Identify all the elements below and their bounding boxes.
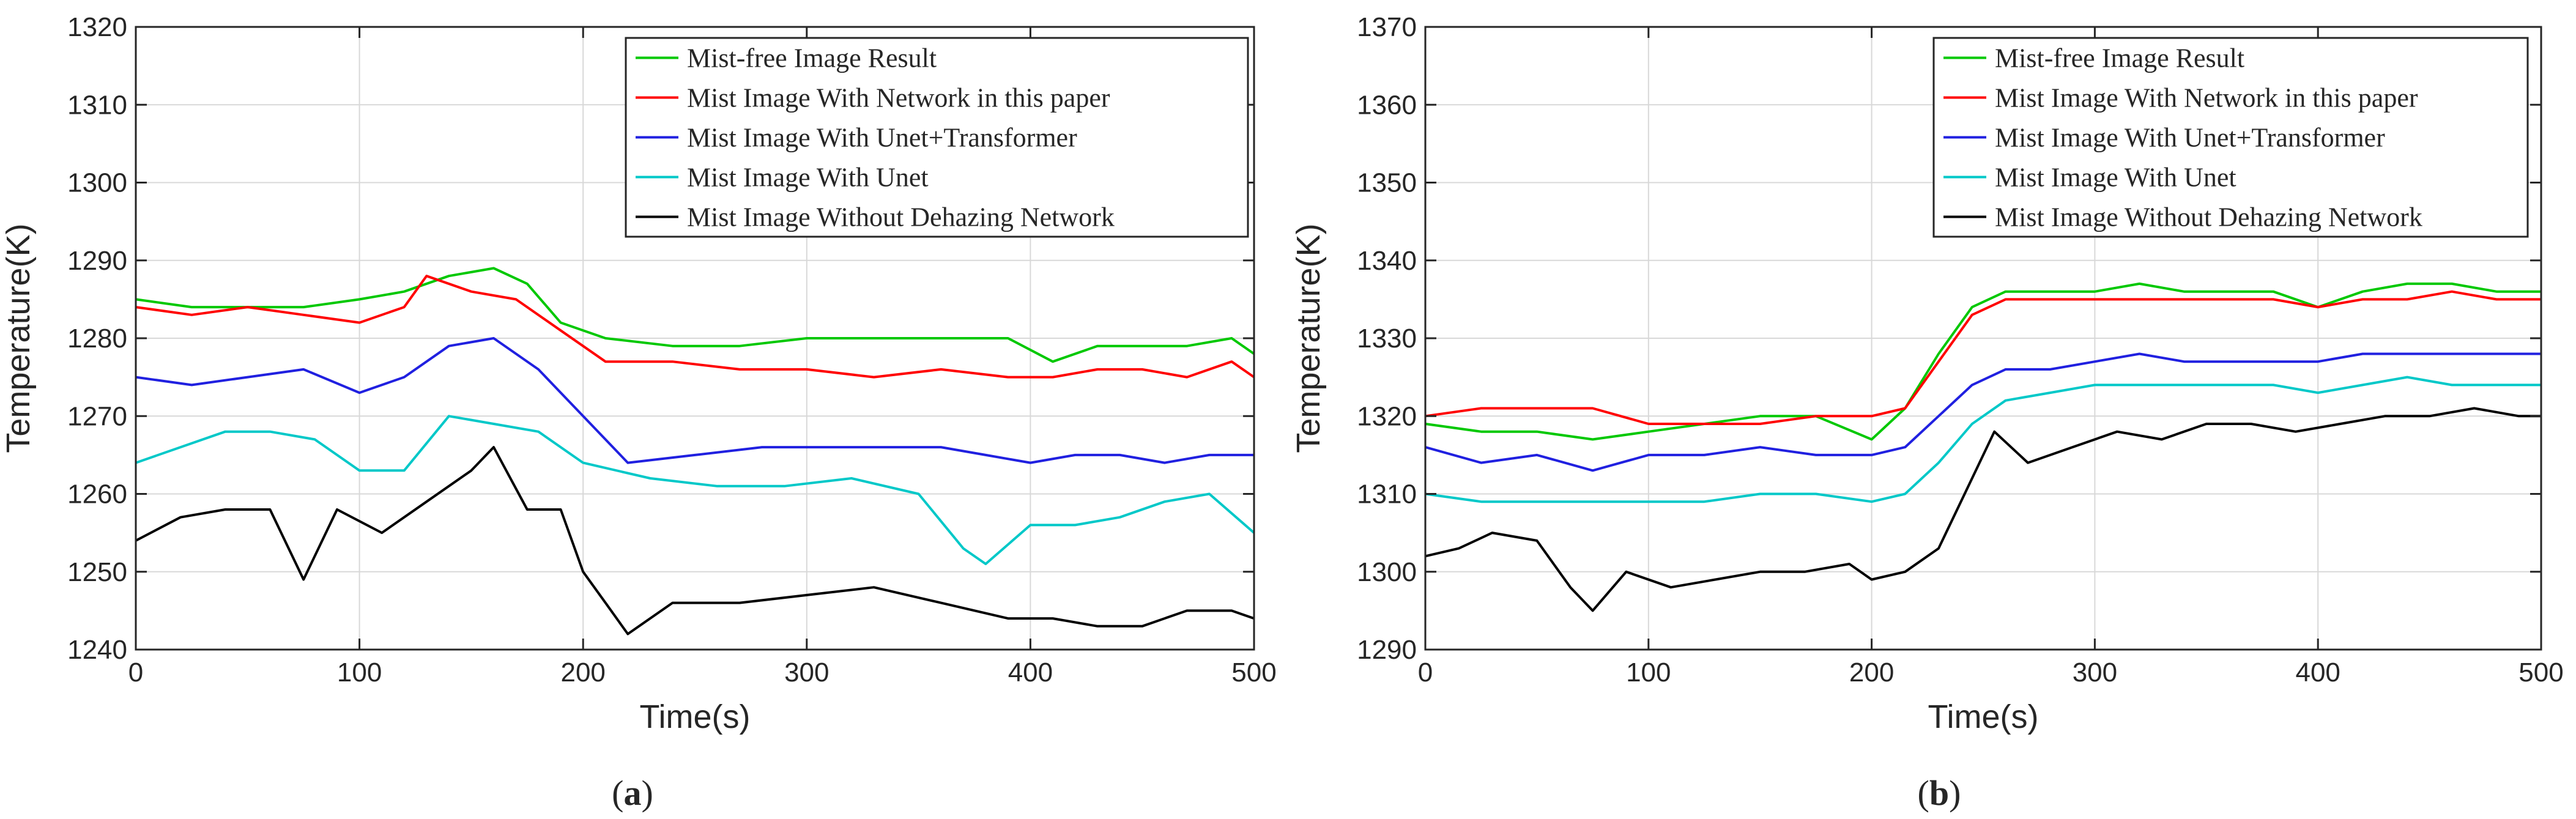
legend-label: Mist Image Without Dehazing Network	[687, 202, 1115, 232]
x-tick-label: 0	[128, 658, 143, 687]
series-line	[135, 275, 1255, 379]
x-tick-label: 100	[1626, 658, 1671, 687]
series-line	[135, 415, 1255, 565]
y-tick-label: 1340	[1357, 246, 1417, 276]
panel-b: 0 100 200 300 400 500 1290 1300 1310 1320 1330 1340…	[1290, 12, 2564, 813]
y-tick-label: 1250	[67, 557, 127, 587]
series-line	[135, 446, 1255, 636]
series-line	[1425, 290, 2541, 425]
x-tick-label: 0	[1418, 658, 1433, 687]
panel-label: (b)	[1918, 773, 1961, 813]
x-axis-label: Time(s)	[640, 699, 751, 735]
legend-box	[625, 37, 1249, 238]
legend-label: Mist-free Image Result	[1995, 43, 2244, 73]
x-tick-label: 300	[2073, 658, 2117, 687]
y-tick-label: 1240	[67, 635, 127, 665]
y-axis-label: Temperature(K)	[1290, 223, 1327, 453]
y-tick-label: 1360	[1357, 90, 1417, 120]
legend-label: Mist Image With Network in this paper	[1995, 83, 2418, 113]
x-tick-label: 200	[1849, 658, 1894, 687]
y-tick-label: 1300	[67, 168, 127, 198]
series-line	[135, 267, 1255, 363]
panel-label: (a)	[612, 773, 653, 813]
series-line	[1425, 376, 2541, 503]
series-line	[135, 337, 1254, 464]
y-tick-label: 1290	[1357, 635, 1417, 665]
x-tick-label: 500	[1231, 658, 1276, 687]
legend-label: Mist Image With Unet	[687, 163, 929, 193]
y-tick-label: 1260	[67, 480, 127, 510]
legend-label: Mist Image Without Dehazing Network	[1995, 202, 2422, 232]
y-tick-label: 1320	[1357, 401, 1417, 431]
legend-label: Mist Image With Unet+Transformer	[1995, 123, 2385, 153]
x-tick-label: 200	[560, 658, 605, 687]
x-tick-label: 100	[337, 658, 382, 687]
legend-label: Mist-free Image Result	[687, 43, 937, 73]
y-tick-label: 1270	[67, 401, 127, 431]
y-tick-label: 1320	[67, 12, 127, 42]
legend-label: Mist Image With Network in this paper	[687, 83, 1110, 113]
y-tick-label: 1290	[67, 246, 127, 276]
series-line	[1425, 352, 2541, 472]
y-tick-label: 1310	[1357, 480, 1417, 510]
y-tick-label: 1330	[1357, 324, 1417, 354]
y-tick-label: 1280	[67, 324, 127, 354]
x-tick-label: 400	[1008, 658, 1053, 687]
series-line	[1425, 407, 2541, 612]
legend-label: Mist Image With Unet+Transformer	[687, 123, 1077, 153]
series-line	[1425, 282, 2541, 441]
x-tick-label: 500	[2518, 658, 2563, 687]
legend-label: Mist Image With Unet	[1995, 163, 2236, 193]
y-tick-label: 1370	[1357, 12, 1417, 42]
x-tick-label: 400	[2295, 658, 2340, 687]
y-tick-label: 1310	[67, 90, 127, 120]
panel-a: 0 100 200 300 400 500 1240 1250 1260 1270 1280 1290…	[0, 12, 1277, 813]
y-axis-label: Temperature(K)	[0, 223, 37, 453]
legend-box	[1932, 37, 2529, 238]
x-axis-label: Time(s)	[1928, 699, 2039, 735]
x-tick-label: 300	[784, 658, 829, 687]
y-tick-label: 1300	[1357, 557, 1417, 587]
y-tick-label: 1350	[1357, 168, 1417, 198]
